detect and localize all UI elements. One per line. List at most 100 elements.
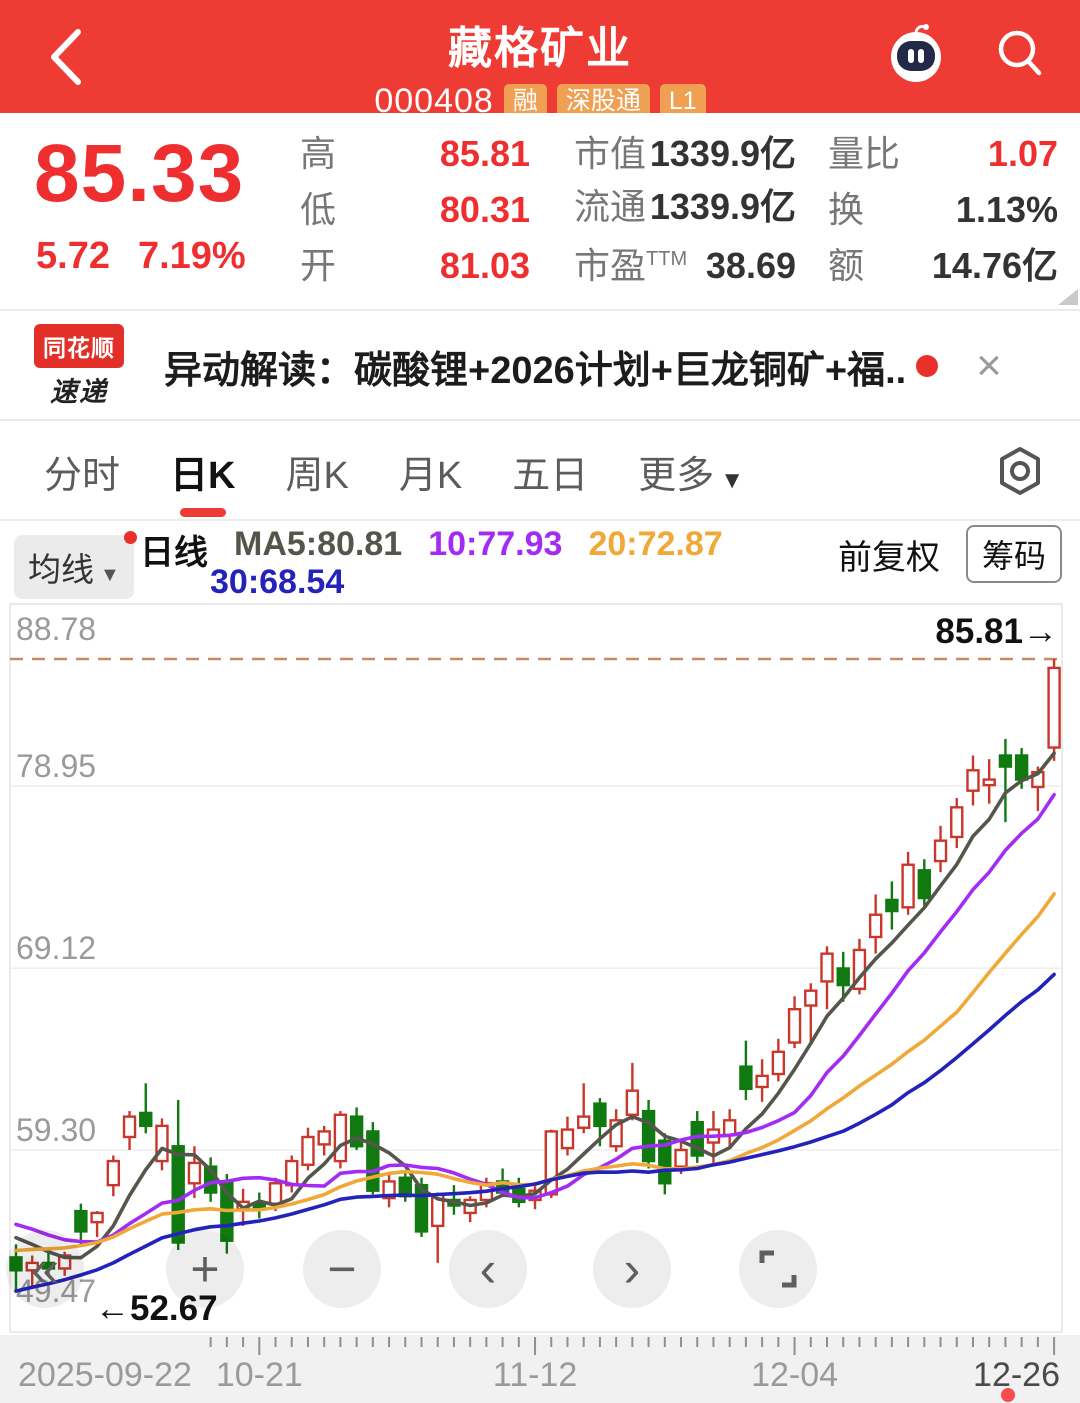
candle-body xyxy=(933,839,948,863)
candle-body xyxy=(1047,666,1061,749)
candle-body xyxy=(625,1089,640,1116)
stat-value: 85.81 xyxy=(439,133,530,174)
candle-body xyxy=(139,1111,153,1128)
candle-body xyxy=(1014,754,1029,781)
stat-label: 量比 xyxy=(828,133,901,174)
tab-daily-k[interactable]: 日K xyxy=(166,426,239,517)
misc-column: 量比 1.07 换 1.13% 额 14.76亿 xyxy=(828,131,1058,289)
candle-body xyxy=(9,1256,23,1272)
ma-dropdown-button[interactable]: 均线 ▼ xyxy=(14,535,134,599)
back-button[interactable] xyxy=(40,26,96,88)
zoom-out-button[interactable]: − xyxy=(303,1230,381,1308)
ai-assistant-icon[interactable] xyxy=(884,22,948,86)
stat-label: 额 xyxy=(828,245,865,286)
tab-five-day[interactable]: 五日 xyxy=(512,454,589,497)
change-percent: 7.19% xyxy=(137,235,246,277)
pan-right-button[interactable]: › xyxy=(593,1230,671,1308)
news-close-icon[interactable]: × xyxy=(976,341,1002,390)
app-header: 藏格矿业 000408 融 深股通 L1 xyxy=(0,0,1080,120)
stat-label: 高 xyxy=(300,133,337,174)
chart-settings-icon[interactable] xyxy=(994,445,1046,497)
logo-top-text: 同花顺 xyxy=(34,323,124,368)
x-tick-label: 12-04 xyxy=(751,1356,838,1394)
kline-chart-area[interactable]: 88.78 78.95 69.12 59.30 49.47 85.81→ ←52.67 202… xyxy=(0,600,1080,1403)
candle-body xyxy=(25,1261,39,1272)
stat-value: 1.07 xyxy=(987,133,1058,174)
jump-start-button[interactable]: « xyxy=(6,1230,84,1308)
x-tick-label: 12-26 xyxy=(973,1356,1060,1394)
fullscreen-button[interactable] xyxy=(739,1230,817,1308)
ma5-line xyxy=(14,751,1056,1260)
active-tab-underline xyxy=(179,507,226,517)
candles-layer xyxy=(9,659,1061,1293)
ths-express-logo: 同花顺 速递 xyxy=(34,323,124,409)
ma5-value: MA5:80.81 xyxy=(234,525,403,563)
x-ticks xyxy=(209,1337,1056,1355)
candlestick-chart[interactable]: 88.78 78.95 69.12 59.30 49.47 85.81→ ←52.67 202… xyxy=(0,600,1080,1403)
pan-left-button[interactable]: ‹ xyxy=(449,1230,527,1308)
candle-body xyxy=(333,1113,348,1163)
stat-label: 换 xyxy=(828,189,865,230)
candle-body xyxy=(868,913,883,939)
candle-body xyxy=(301,1135,315,1166)
tab-weekly-k[interactable]: 周K xyxy=(285,454,349,497)
tab-fenshi[interactable]: 分时 xyxy=(44,454,121,497)
ma10-line xyxy=(14,792,1056,1244)
low-price-marker: ←52.67 xyxy=(95,1289,218,1328)
candle-body xyxy=(966,769,980,792)
stock-name: 藏格矿业 xyxy=(448,24,632,73)
candle-body xyxy=(982,778,996,787)
stat-value: 14.76亿 xyxy=(931,245,1058,286)
tab-monthly-k[interactable]: 月K xyxy=(398,454,463,497)
candle-body xyxy=(106,1159,121,1187)
stat-value: 38.69 xyxy=(705,245,796,286)
stat-high: 高 85.81 xyxy=(300,131,530,177)
candle-body xyxy=(885,898,899,913)
stat-label: 市盈 xyxy=(574,245,647,286)
expand-corner-icon[interactable] xyxy=(1058,289,1078,305)
candle-body xyxy=(268,1182,283,1205)
back-chevron-icon xyxy=(51,29,81,85)
y-tick-label: 69.12 xyxy=(16,930,96,966)
stat-low: 低 80.31 xyxy=(300,187,530,233)
candle-body xyxy=(317,1130,331,1146)
candle-body xyxy=(560,1128,575,1150)
latest-session-dot xyxy=(1001,1388,1015,1402)
candle-body xyxy=(674,1148,688,1168)
x-tick-label: 11-12 xyxy=(493,1356,577,1394)
candle-body xyxy=(917,869,932,900)
stat-value: 80.31 xyxy=(439,189,530,230)
stat-pe-ttm: 市盈TTM 38.69 xyxy=(574,236,796,289)
series-name: 日线 xyxy=(140,534,208,572)
news-ticker[interactable]: 同花顺 速递 异动解读：碳酸锂+2026计划+巨龙铜矿+福... × xyxy=(0,313,1080,421)
candle-body xyxy=(155,1124,169,1163)
candle-body xyxy=(836,967,850,987)
tab-more[interactable]: 更多 ▼ xyxy=(638,454,744,497)
caps-column: 市值 1339.9亿 流通 1339.9亿 市盈TTM 38.69 xyxy=(574,131,796,289)
high-price-marker: 85.81→ xyxy=(935,612,1058,651)
stat-label: 市值 xyxy=(574,133,647,174)
candle-body xyxy=(998,754,1013,768)
candle-body xyxy=(593,1102,607,1128)
x-tick-label: 2025-09-22 xyxy=(18,1356,192,1394)
candle-body xyxy=(771,1050,786,1076)
news-headline[interactable]: 异动解读：碳酸锂+2026计划+巨龙铜矿+福... xyxy=(164,349,904,392)
x-tick-label: 10-21 xyxy=(216,1356,303,1394)
stat-volume-ratio: 量比 1.07 xyxy=(828,131,1058,177)
candle-body xyxy=(41,1261,56,1270)
forward-adjust-toggle[interactable]: 前复权 xyxy=(837,538,940,577)
chart-legend: 均线 ▼ 日线 MA5:80.81 10:77.93 20:72.87 30:68… xyxy=(0,521,1080,603)
candle-body xyxy=(950,806,964,839)
candle-body xyxy=(122,1115,137,1139)
stat-open: 开 81.03 xyxy=(300,243,530,289)
price-change: 5.72 7.19% xyxy=(36,235,246,278)
ma30-line xyxy=(14,972,1056,1293)
stat-turnover-rate: 换 1.13% xyxy=(828,187,1058,233)
legend-red-dot xyxy=(124,531,137,544)
y-tick-label: 88.78 xyxy=(16,611,96,647)
search-icon[interactable] xyxy=(988,22,1052,86)
hlo-column: 高 85.81 低 80.31 开 81.03 xyxy=(300,131,530,289)
chip-distribution-button[interactable]: 筹码 xyxy=(965,525,1062,583)
zoom-in-button[interactable]: + xyxy=(166,1230,244,1308)
